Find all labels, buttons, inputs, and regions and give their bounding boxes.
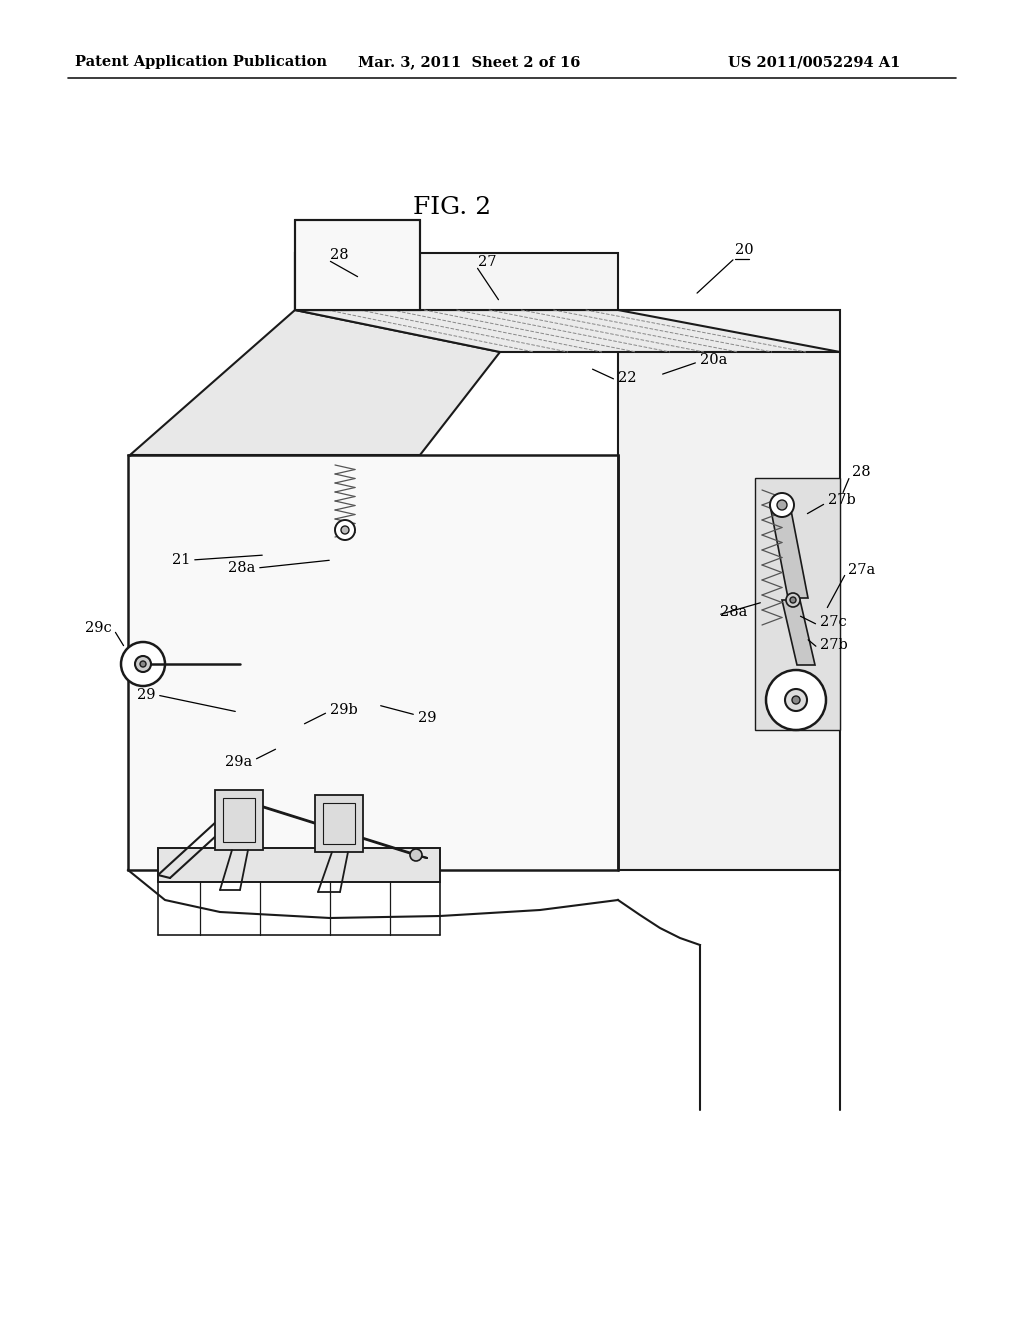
Polygon shape bbox=[295, 310, 840, 352]
Circle shape bbox=[777, 500, 787, 510]
Text: 27: 27 bbox=[478, 255, 497, 269]
Text: 27a: 27a bbox=[848, 564, 876, 577]
Circle shape bbox=[335, 520, 355, 540]
Polygon shape bbox=[215, 789, 263, 850]
Text: 29a: 29a bbox=[224, 755, 252, 770]
Polygon shape bbox=[755, 478, 840, 730]
Text: 29: 29 bbox=[136, 688, 155, 702]
Text: 28a: 28a bbox=[227, 561, 255, 576]
Polygon shape bbox=[130, 310, 500, 455]
Circle shape bbox=[121, 642, 165, 686]
Polygon shape bbox=[618, 310, 840, 870]
Polygon shape bbox=[128, 455, 618, 870]
Polygon shape bbox=[158, 847, 440, 882]
Text: 27b: 27b bbox=[828, 492, 856, 507]
Text: 28: 28 bbox=[330, 248, 348, 261]
Polygon shape bbox=[315, 795, 362, 851]
Circle shape bbox=[766, 671, 826, 730]
Circle shape bbox=[135, 656, 151, 672]
Text: 22: 22 bbox=[618, 371, 637, 385]
Text: 28: 28 bbox=[852, 465, 870, 479]
Text: 20a: 20a bbox=[700, 352, 727, 367]
Circle shape bbox=[770, 492, 794, 517]
Circle shape bbox=[785, 689, 807, 711]
Text: US 2011/0052294 A1: US 2011/0052294 A1 bbox=[728, 55, 900, 69]
Text: FIG. 2: FIG. 2 bbox=[413, 197, 492, 219]
Text: 29: 29 bbox=[418, 711, 436, 725]
Text: 21: 21 bbox=[172, 553, 190, 568]
Polygon shape bbox=[782, 601, 815, 665]
Polygon shape bbox=[295, 253, 618, 310]
Text: 29b: 29b bbox=[330, 704, 357, 717]
Circle shape bbox=[786, 593, 800, 607]
Text: 28a: 28a bbox=[720, 605, 748, 619]
Polygon shape bbox=[295, 253, 378, 310]
Polygon shape bbox=[295, 220, 420, 310]
Circle shape bbox=[140, 661, 146, 667]
Text: Mar. 3, 2011  Sheet 2 of 16: Mar. 3, 2011 Sheet 2 of 16 bbox=[358, 55, 581, 69]
Circle shape bbox=[410, 849, 422, 861]
Text: 27c: 27c bbox=[820, 615, 847, 630]
Text: 29c: 29c bbox=[85, 620, 112, 635]
Text: 20: 20 bbox=[735, 243, 754, 257]
Polygon shape bbox=[770, 506, 808, 598]
Circle shape bbox=[790, 597, 796, 603]
Circle shape bbox=[341, 525, 349, 535]
Text: Patent Application Publication: Patent Application Publication bbox=[75, 55, 327, 69]
Circle shape bbox=[792, 696, 800, 704]
Text: 27b: 27b bbox=[820, 638, 848, 652]
